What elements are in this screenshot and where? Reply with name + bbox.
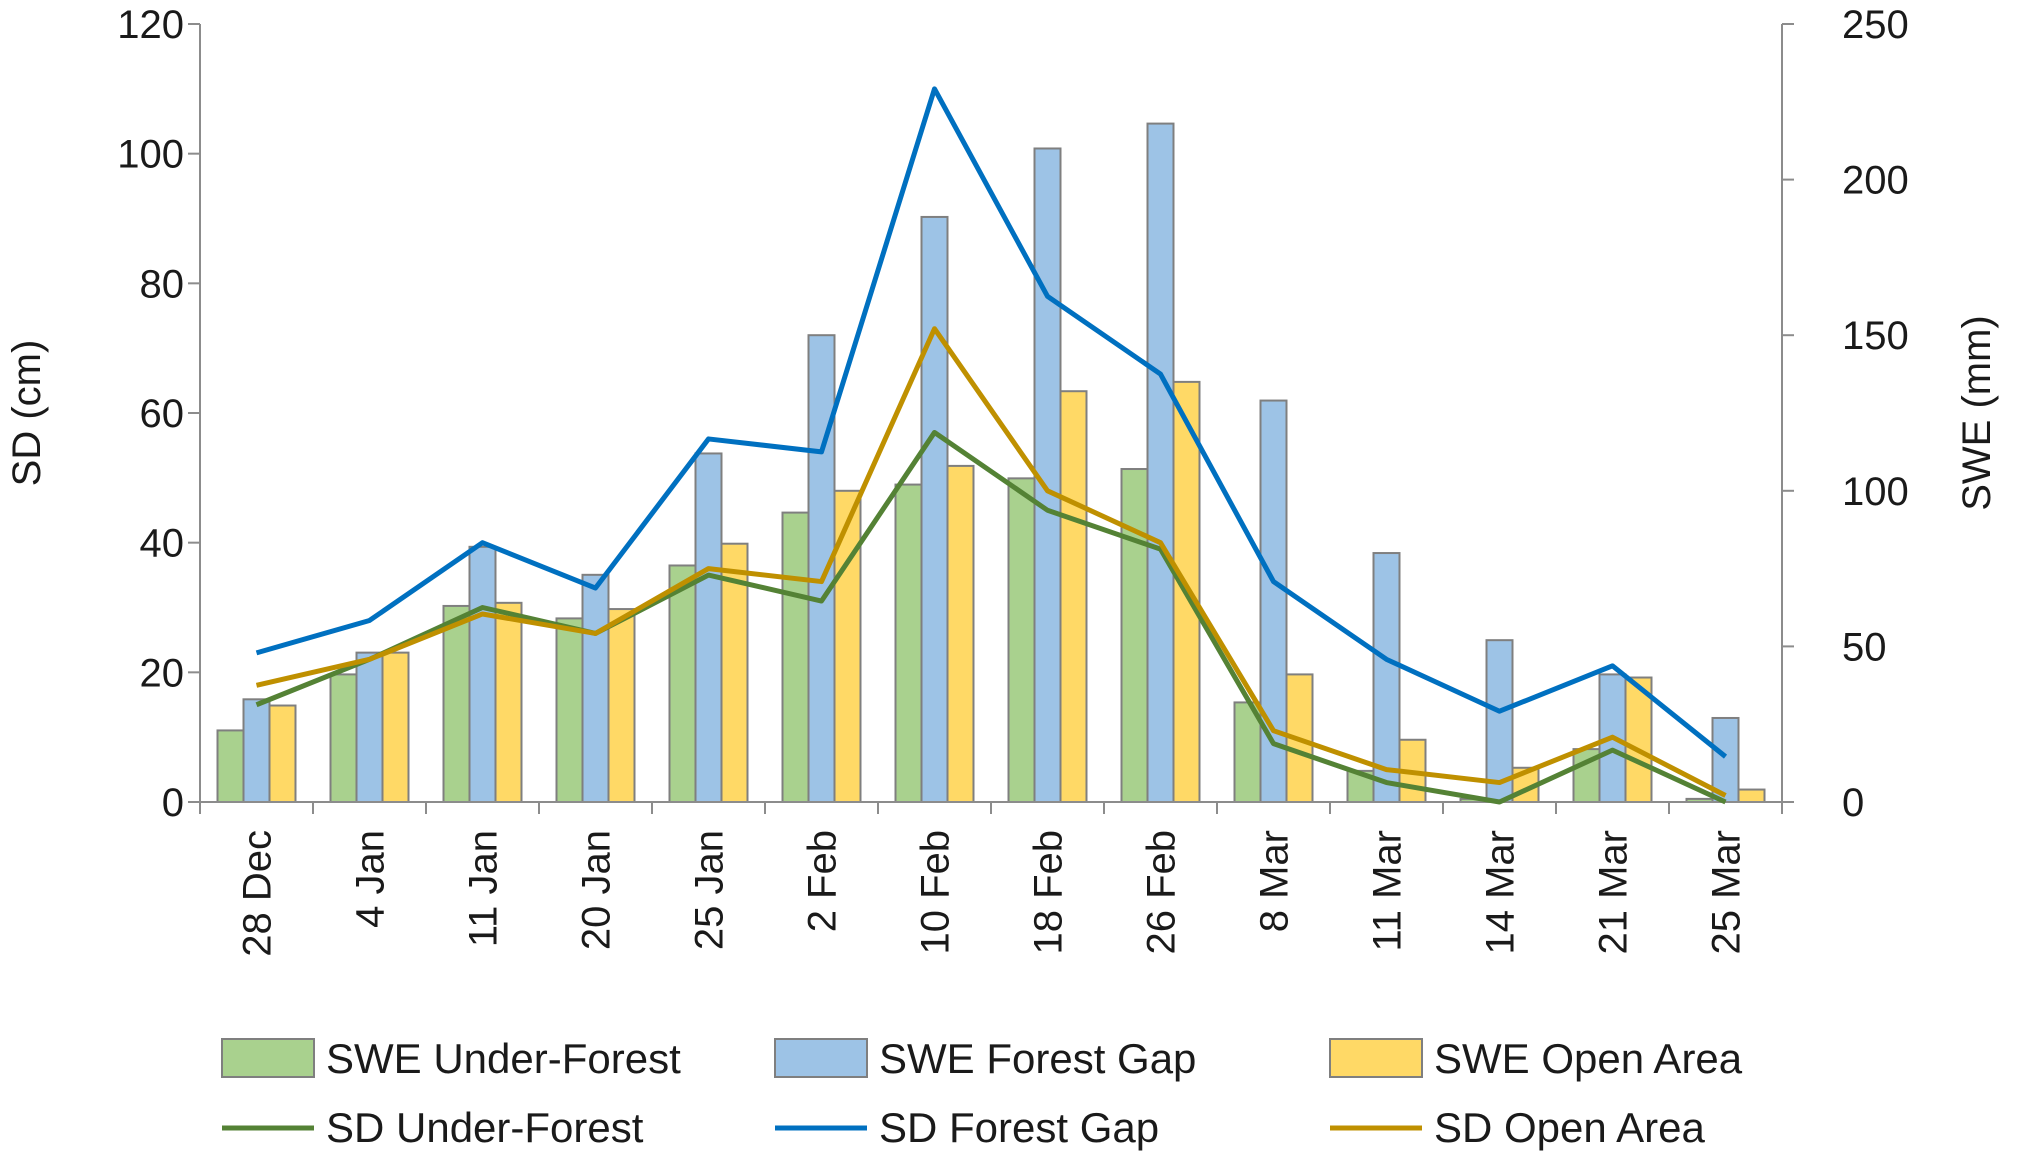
legend-label-sd-forest-gap: SD Forest Gap [879,1104,1159,1151]
bar-swe-open-area-13 [1737,788,1766,804]
line-sd-forest-gap [255,86,1728,759]
bar-swe-forest-gap-0 [242,698,271,804]
bar-swe-under-forest-4 [668,564,697,803]
bar-swe-forest-gap-4 [694,452,723,803]
bar-swe-open-area-2 [494,601,523,803]
bar-swe-forest-gap-11 [1485,639,1514,804]
line-sd-under-forest [255,429,1727,805]
legend-swatch-swe-under-forest [221,1038,315,1078]
y-left-tick-label: 60 [140,392,185,436]
y-right-tick-label: 50 [1842,625,1887,669]
legend-label-swe-under-forest: SWE Under-Forest [326,1035,681,1082]
bar-swe-under-forest-2 [442,604,471,803]
x-tick-label: 11 Jan [462,830,506,947]
bar-swe-under-forest-7 [1007,477,1036,803]
bar-swe-open-area-0 [268,704,297,804]
bar-swe-under-forest-0 [216,729,245,804]
legend-label-sd-under-forest: SD Under-Forest [326,1104,644,1151]
x-tick-label: 25 Jan [688,830,732,950]
bar-swe-forest-gap-8 [1146,122,1175,804]
legend-label-swe-open-area: SWE Open Area [1434,1035,1743,1082]
bar-swe-open-area-1 [381,651,410,804]
bar-swe-forest-gap-2 [468,545,497,803]
line-sd-open-area [255,326,1727,798]
x-tick-label: 28 Dec [236,830,280,957]
bar-swe-under-forest-9 [1233,701,1262,804]
y-axis-left-title: SD (cm) [5,340,49,487]
x-tick-label: 14 Mar [1479,830,1523,955]
bar-swe-open-area-7 [1059,390,1088,803]
x-tick-label: 18 Feb [1027,830,1071,955]
x-tick-label: 2 Feb [801,830,845,932]
bar-swe-forest-gap-1 [355,651,384,804]
y-left-tick-label: 40 [140,522,185,566]
legend: SWE Under-Forest SWE Forest Gap SWE Open A… [221,1035,1743,1151]
y-right-tick-label: 200 [1842,159,1909,203]
y-left-tick-label: 20 [140,651,185,695]
bar-swe-under-forest-5 [781,511,810,803]
y-left-tick-label: 80 [140,262,185,306]
y-right-tick-label: 0 [1842,781,1864,825]
bar-swe-under-forest-8 [1120,468,1149,803]
legend-swatch-swe-open-area [1329,1038,1423,1078]
x-tick-label: 26 Feb [1140,830,1184,955]
bar-swe-forest-gap-5 [807,334,836,803]
x-tick-label: 11 Mar [1366,830,1410,952]
bar-swe-open-area-3 [607,608,636,804]
bar-swe-under-forest-1 [329,673,358,804]
legend-swatch-swe-forest-gap [774,1038,868,1078]
bar-swe-open-area-6 [946,464,975,803]
bar-swe-open-area-5 [833,489,862,803]
y-right-tick-label: 100 [1842,470,1909,514]
y-right-tick-label: 150 [1842,314,1909,358]
legend-label-sd-open-area: SD Open Area [1434,1104,1705,1151]
y-left-tick-label: 120 [117,3,184,47]
x-tick-label: 20 Jan [575,830,619,950]
bar-swe-forest-gap-6 [920,215,949,804]
x-tick-label: 4 Jan [349,830,393,928]
bar-swe-under-forest-6 [894,483,923,803]
bar-swe-forest-gap-3 [581,573,610,803]
y-left-tick-label: 100 [117,133,184,177]
bar-swe-under-forest-3 [555,617,584,804]
y-right-tick-label: 250 [1842,3,1909,47]
bar-swe-forest-gap-9 [1259,399,1288,803]
x-tick-label: 10 Feb [914,830,958,955]
y-left-tick-label: 0 [162,781,184,825]
y-axis-right-title: SWE (mm) [1955,315,1999,511]
legend-label-swe-forest-gap: SWE Forest Gap [879,1035,1196,1082]
x-tick-label: 25 Mar [1705,830,1749,955]
x-tick-label: 21 Mar [1592,830,1636,955]
x-tick-label: 8 Mar [1253,830,1297,932]
bar-swe-open-area-12 [1624,676,1653,804]
